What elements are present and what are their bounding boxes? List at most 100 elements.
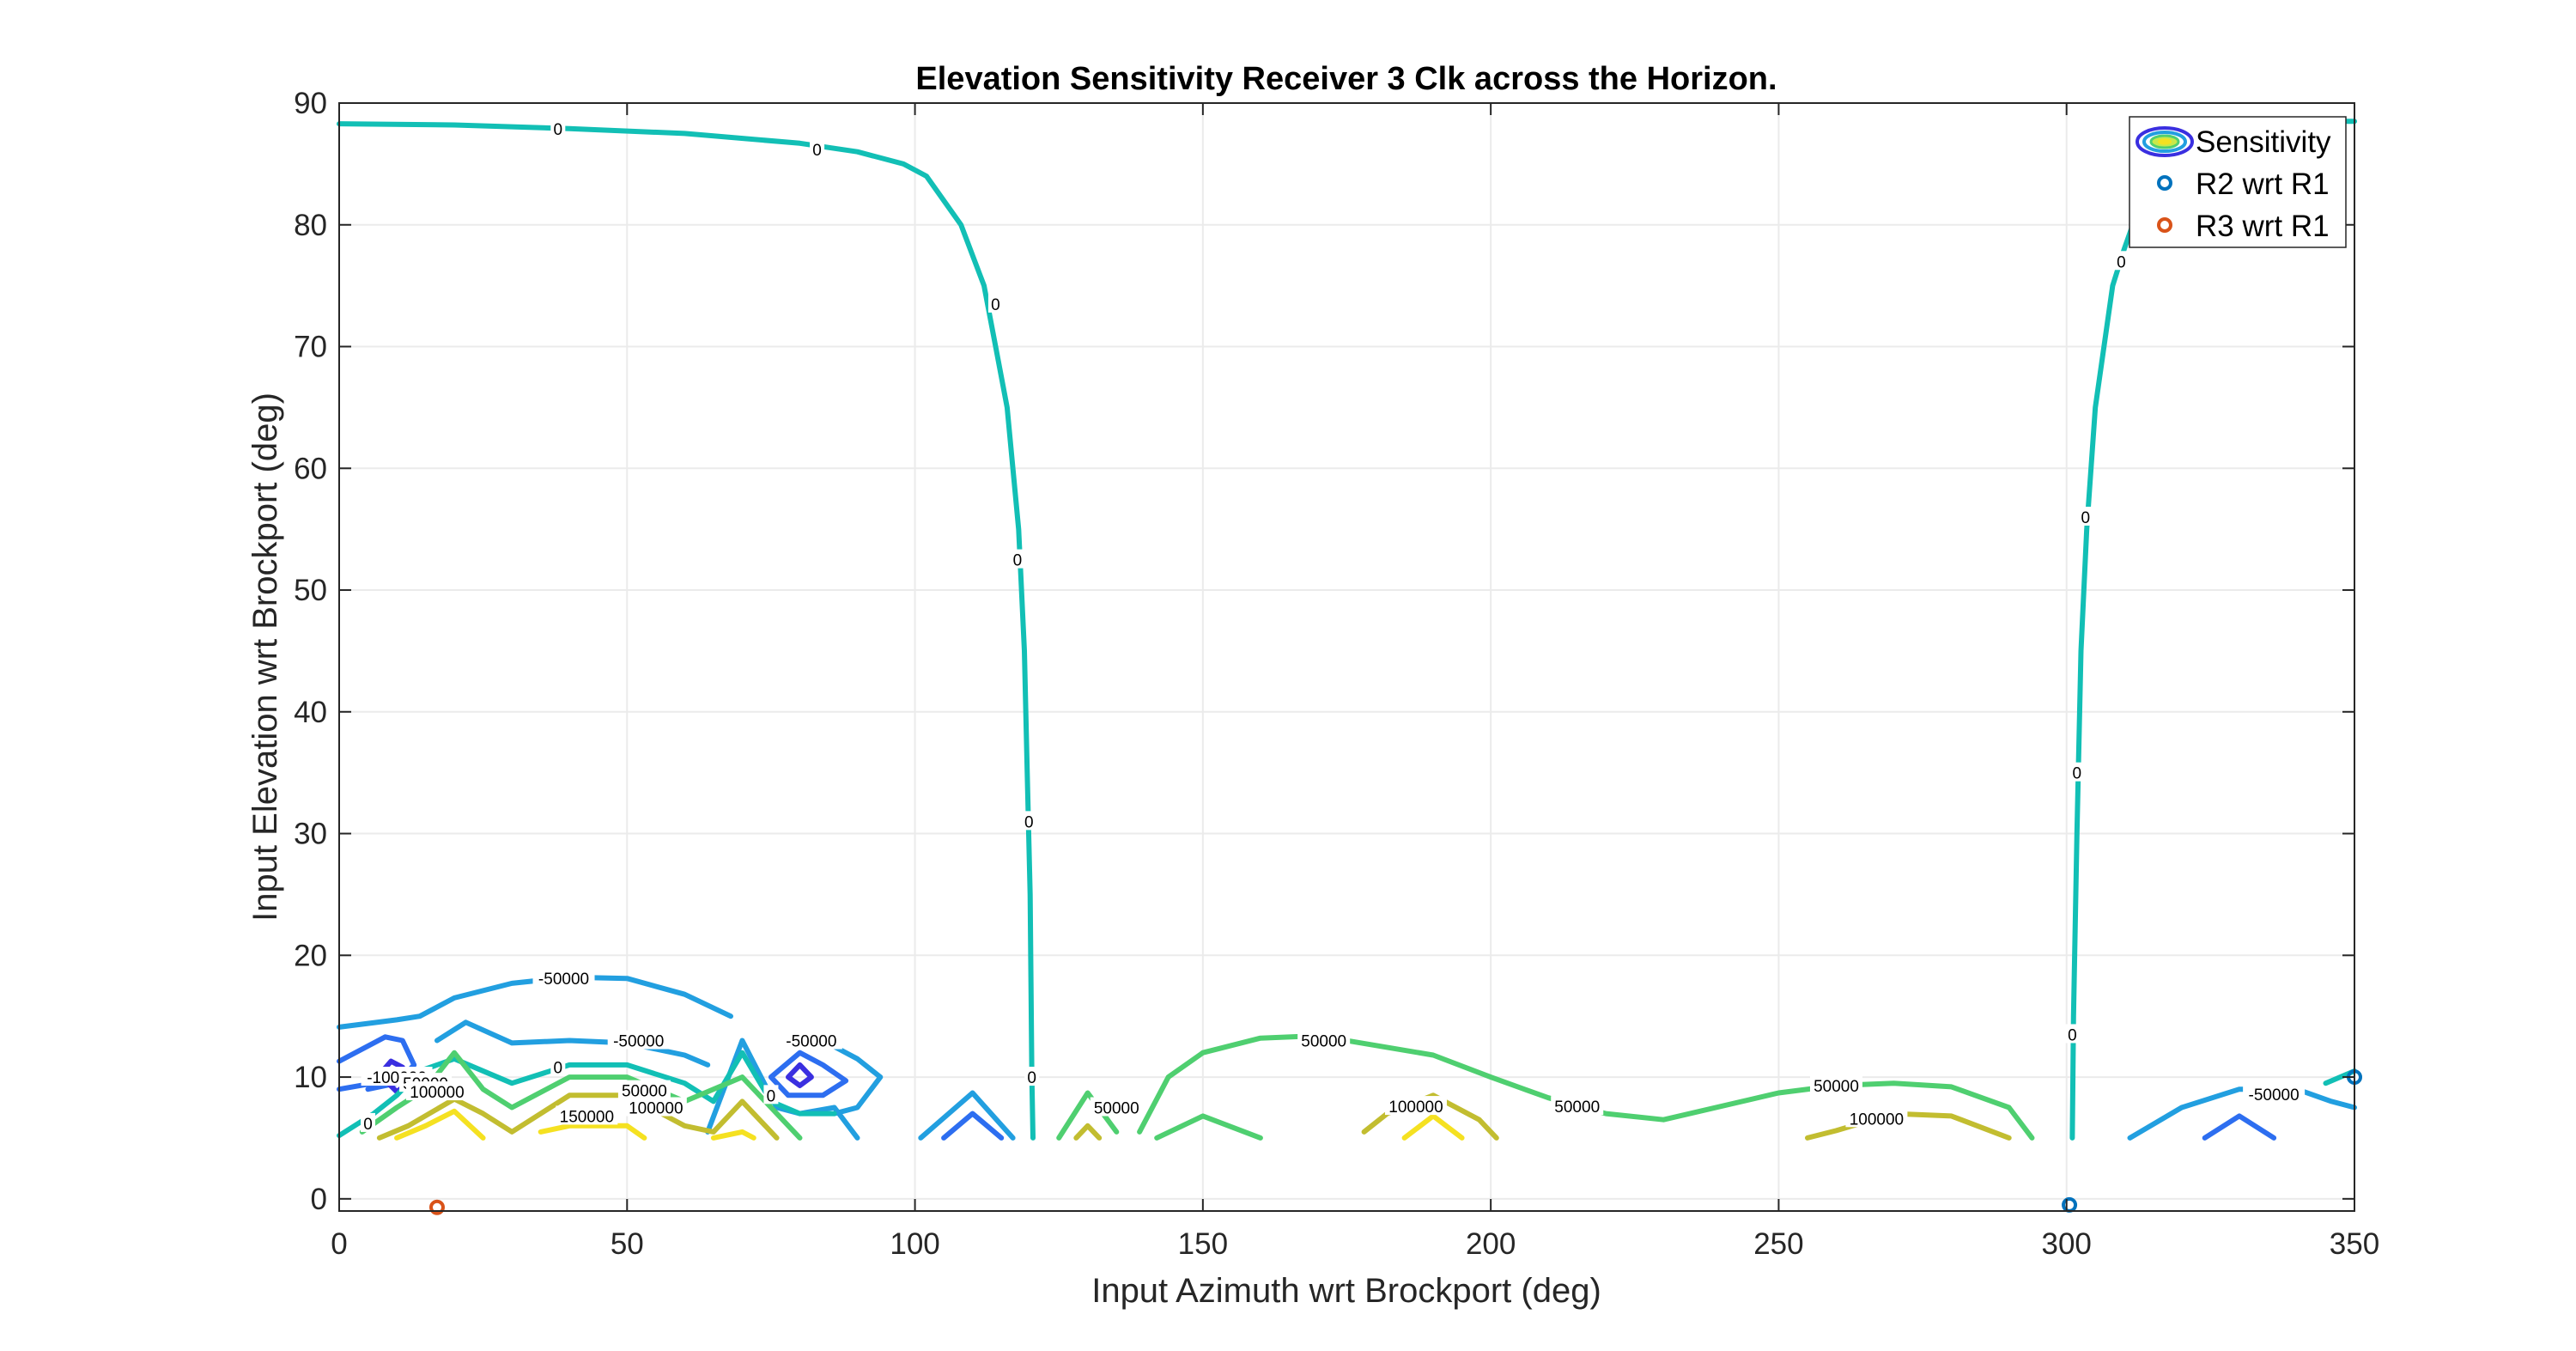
contour-label: 0 (767, 1087, 776, 1105)
contour-line-150000 (1401, 1113, 1465, 1141)
contour-line-50000 (1056, 1090, 1120, 1141)
y-tick-label: 70 (294, 331, 327, 364)
x-tick-label: 350 (2330, 1227, 2379, 1261)
contour-label-bg (550, 118, 566, 137)
contour-label-bg (2113, 251, 2129, 271)
legend-item-r2: R2 wrt R1 (2157, 167, 2330, 201)
contour-label: 50000 (1301, 1033, 1346, 1051)
contour-label-bg (405, 1081, 468, 1101)
x-tick-label: 300 (2042, 1227, 2092, 1261)
x-tick-label: 0 (331, 1227, 347, 1261)
contour-label: 100000 (1388, 1098, 1443, 1117)
contour-label-bg (2243, 1083, 2306, 1103)
plot-area (339, 103, 2354, 1211)
contour-label-bg (1384, 1096, 1447, 1116)
chart-title: Elevation Sensitivity Receiver 3 Clk acr… (915, 61, 1777, 97)
ticks: 0 50 100 150 200 250 300 350 0 10 20 30 40 50 60 70 80 90 (294, 87, 2379, 1261)
contour-label: 0 (2081, 509, 2091, 527)
y-tick-label: 90 (294, 87, 327, 120)
r3-marker-icon (2157, 217, 2172, 233)
x-tick-label: 100 (890, 1227, 939, 1261)
contour-line-neg100000 (2202, 1113, 2277, 1141)
contour-label-bg (624, 1097, 687, 1117)
contour-label: 100000 (1850, 1111, 1904, 1129)
contour-label-bg (1297, 1030, 1351, 1050)
y-tick-label: 10 (294, 1061, 327, 1094)
contour-label: -50000 (613, 1033, 664, 1051)
contour-label: 0 (1027, 1069, 1036, 1087)
y-tick-label: 20 (294, 939, 327, 972)
contour-line-0 (337, 121, 1036, 1141)
contour-label: -50000 (2249, 1086, 2300, 1105)
y-tick-label: 50 (294, 574, 327, 607)
x-tick-label: 200 (1466, 1227, 1516, 1261)
contour-line-100000 (1073, 1123, 1103, 1141)
contour-line-100000 (1361, 1092, 1499, 1141)
contour-swatch-icon (2136, 126, 2194, 157)
contour-label-bg (2078, 506, 2093, 526)
contour-label-bg (987, 293, 1003, 313)
contour-label: 50000 (1814, 1078, 1859, 1096)
contour-line-neg50000 (918, 1090, 1016, 1141)
contour-label: 0 (554, 1060, 563, 1078)
contour-label: -50000 (538, 971, 589, 989)
contour-line-neg100000 (768, 1050, 849, 1098)
contour-line-150000 (538, 1123, 647, 1141)
y-tick-label: 0 (311, 1183, 327, 1216)
contour-label-bg (361, 1112, 376, 1132)
contour-label: 0 (2072, 765, 2081, 783)
contour-label-bg (2064, 1024, 2080, 1044)
plot-frame (338, 102, 2355, 1212)
contour-label-bg (763, 1085, 779, 1105)
r2-marker-icon (2157, 175, 2172, 191)
x-tick-label: 250 (1753, 1227, 1803, 1261)
contour-line-150000 (710, 1129, 756, 1141)
contour-line-neg150000 (786, 1062, 814, 1088)
contour-label-bg (1551, 1096, 1604, 1116)
contour-label: 0 (1024, 813, 1034, 831)
contour-label-bg (1845, 1108, 1908, 1128)
contour-label-bg (1010, 549, 1025, 569)
contour-label-bg (810, 138, 825, 158)
contour-line-150000 (394, 1108, 486, 1141)
x-tick-label: 150 (1178, 1227, 1228, 1261)
x-tick-label: 50 (611, 1227, 644, 1261)
contour-label: 0 (991, 296, 1000, 314)
legend: Sensitivity R2 wrt R1 R3 wrt R1 (2129, 116, 2347, 248)
contour-line-neg50000 (434, 1019, 711, 1068)
y-tick-label: 60 (294, 452, 327, 485)
legend-item-sensitivity: Sensitivity (2136, 125, 2331, 159)
contour-line-100000 (376, 1092, 780, 1141)
y-tick-label: 40 (294, 696, 327, 729)
r3-marker (428, 1199, 445, 1215)
contour-line-neg100000 (941, 1111, 1005, 1141)
contour-label-bg (780, 1030, 842, 1050)
contour-label-bg (1021, 811, 1036, 831)
contour-label-bg (1024, 1067, 1040, 1086)
contour-label: 100000 (410, 1084, 464, 1102)
x-axis-label: Input Azimuth wrt Brockport (deg) (1091, 1272, 1601, 1310)
contour-label: 50000 (1094, 1100, 1139, 1118)
contour-label: 0 (554, 121, 563, 139)
contour-label: 0 (2117, 253, 2126, 271)
contour-label-bg (532, 968, 595, 988)
contour-label-bg (617, 1080, 671, 1099)
y-tick-label: 80 (294, 209, 327, 242)
contour-label-bg (556, 1105, 618, 1125)
contour-label: 0 (1013, 552, 1023, 570)
contour-label: 100000 (629, 1100, 683, 1118)
contour-label: 0 (363, 1116, 373, 1134)
contour-label: 50000 (622, 1083, 667, 1101)
contour-label-bg (550, 1056, 566, 1076)
y-tick-label: 30 (294, 818, 327, 851)
contour-label: 150000 (560, 1108, 614, 1126)
contour-line-neg50000 (337, 974, 733, 1030)
contour-label-bg (2069, 762, 2085, 782)
legend-label-r2: R2 wrt R1 (2196, 167, 2330, 201)
legend-item-r3: R3 wrt R1 (2157, 210, 2330, 243)
contour-label: 50000 (1554, 1098, 1600, 1117)
contour-lines (337, 119, 2357, 1141)
contour-line-50000 (1154, 1113, 1263, 1141)
